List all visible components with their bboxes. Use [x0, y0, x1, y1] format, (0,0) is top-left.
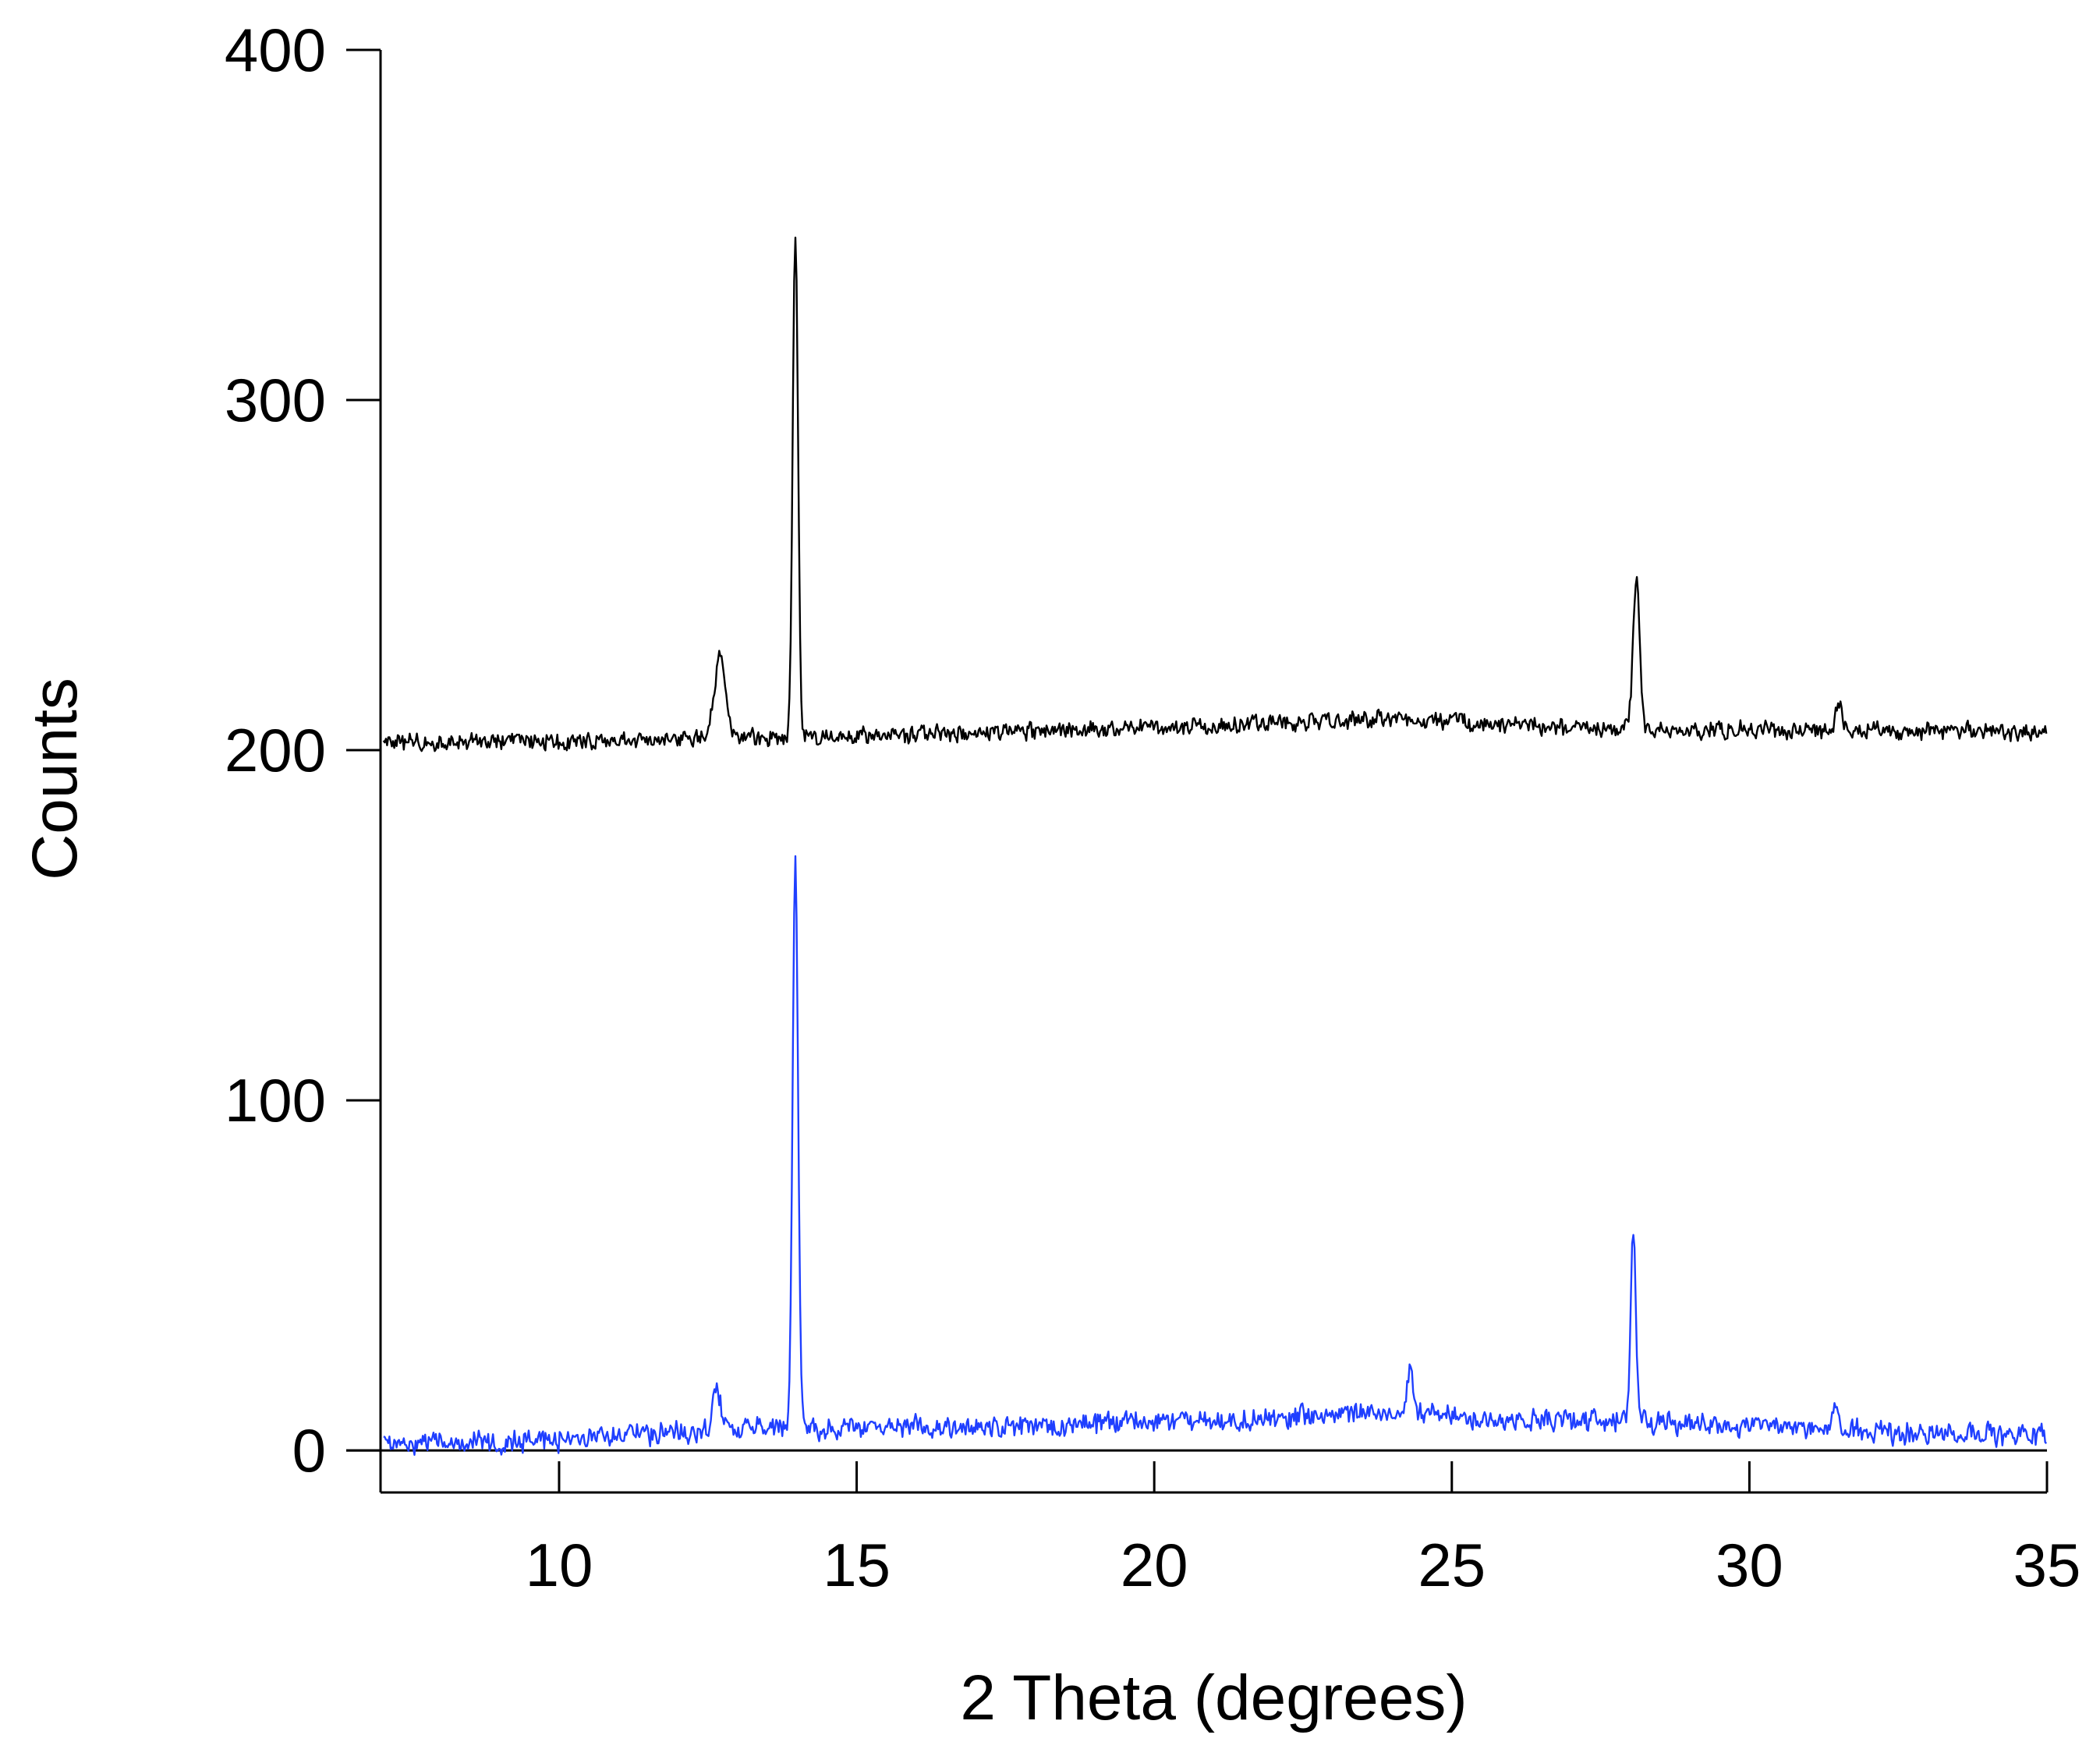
y-tick-label: 200 [225, 716, 326, 784]
x-axis-title: 2 Theta (degrees) [960, 1662, 1467, 1733]
y-tick-label: 400 [225, 16, 326, 84]
y-ticks: 0 100 200 300 400 [225, 16, 381, 1485]
series-group [382, 236, 2048, 1456]
x-tick-label: 15 [823, 1531, 891, 1599]
y-tick-label: 100 [225, 1066, 326, 1135]
series-line-2 [383, 855, 2048, 1456]
x-ticks: 10 15 20 25 30 35 [526, 1461, 2081, 1599]
series-line-1 [382, 236, 2048, 752]
x-tick-label: 20 [1121, 1531, 1188, 1599]
x-tick-label: 10 [526, 1531, 593, 1599]
x-tick-label: 35 [2013, 1531, 2081, 1599]
y-tick-label: 300 [225, 366, 326, 434]
y-tick-label: 0 [292, 1416, 326, 1485]
x-tick-label: 30 [1716, 1531, 1783, 1599]
axes [346, 50, 2047, 1494]
x-tick-label: 25 [1418, 1531, 1486, 1599]
y-axis-title: Counts [19, 678, 90, 880]
